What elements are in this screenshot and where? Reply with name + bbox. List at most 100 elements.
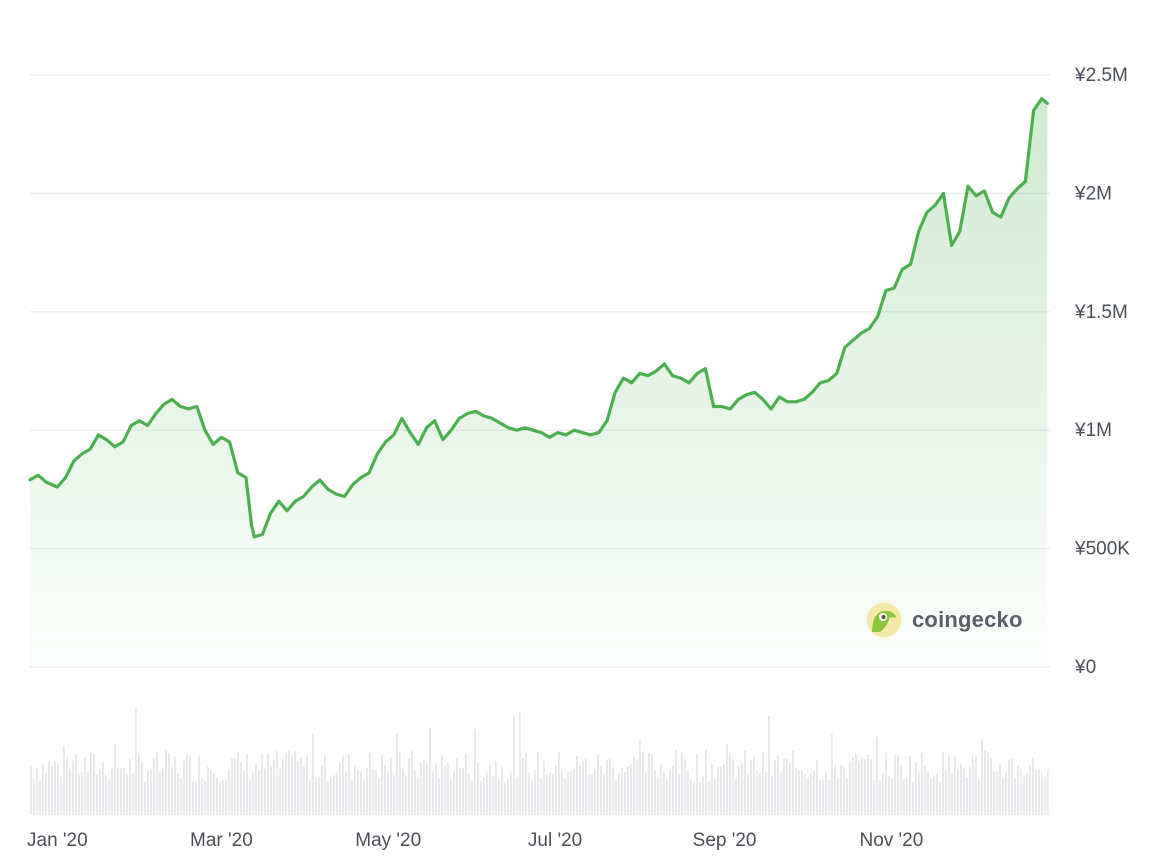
volume-bar <box>213 772 215 815</box>
volume-bar <box>771 775 773 815</box>
volume-bar <box>105 775 107 815</box>
volume-bar <box>864 759 866 815</box>
volume-bar <box>645 772 647 815</box>
volume-bar <box>774 759 776 815</box>
volume-bar <box>45 773 47 815</box>
volume-bar <box>384 765 386 815</box>
volume-bar <box>804 774 806 815</box>
volume-bar <box>951 773 953 815</box>
volume-bar <box>408 758 410 815</box>
volume-bar <box>792 750 794 815</box>
volume-bar <box>318 777 320 815</box>
volume-bar <box>501 766 503 815</box>
volume-bar <box>57 764 59 815</box>
volume-bar <box>663 771 665 815</box>
volume-bar <box>165 750 167 815</box>
volume-bar <box>585 758 587 815</box>
volume-bar <box>339 763 341 815</box>
volume-bar <box>474 728 476 815</box>
volume-bar <box>870 759 872 815</box>
volume-bar <box>615 780 617 815</box>
volume-bar <box>990 757 992 815</box>
volume-bar <box>315 777 317 815</box>
volume-bar <box>294 751 296 815</box>
volume-bar <box>531 780 533 815</box>
volume-bar <box>60 776 62 815</box>
volume-bar <box>669 770 671 815</box>
volume-bar <box>894 755 896 815</box>
volume-bar <box>459 767 461 815</box>
volume-bar <box>639 738 641 815</box>
volume-bar <box>267 753 269 815</box>
volume-bar <box>462 768 464 815</box>
volume-bar <box>426 763 428 815</box>
volume-bar <box>537 751 539 815</box>
volume-bar <box>651 754 653 815</box>
volume-bar <box>141 761 143 815</box>
volume-bar <box>42 763 44 815</box>
volume-bar <box>564 777 566 815</box>
volume-bar <box>849 761 851 815</box>
volume-bar <box>168 754 170 815</box>
volume-bar <box>918 772 920 815</box>
volume-bar <box>432 771 434 815</box>
volume-bar <box>90 752 92 815</box>
volume-bar <box>129 758 131 815</box>
volume-bar <box>456 758 458 815</box>
volume-bar <box>84 757 86 815</box>
volume-bar <box>171 767 173 815</box>
volume-bar <box>249 780 251 815</box>
volume-bar <box>609 758 611 815</box>
volume-bar <box>891 778 893 815</box>
volume-bar <box>720 766 722 815</box>
volume-bar <box>96 774 98 815</box>
volume-bar <box>495 761 497 815</box>
volume-bar <box>198 755 200 815</box>
y-tick-label: ¥2M <box>1074 183 1112 204</box>
volume-bar <box>69 768 71 815</box>
volume-bar <box>729 753 731 815</box>
volume-bar <box>693 782 695 815</box>
volume-bar <box>513 715 515 815</box>
volume-bar <box>777 756 779 815</box>
volume-bar <box>510 772 512 815</box>
volume-bar <box>507 779 509 815</box>
volume-bar <box>312 733 314 815</box>
volume-bar <box>399 751 401 815</box>
volume-bar <box>630 764 632 815</box>
volume-bar <box>714 778 716 815</box>
volume-bar <box>252 772 254 815</box>
volume-bar <box>468 774 470 815</box>
volume-bar <box>117 768 119 815</box>
volume-bar <box>159 770 161 815</box>
volume-bar <box>114 744 116 815</box>
volume-bar <box>570 771 572 815</box>
volume-bar <box>750 760 752 815</box>
volume-bar <box>237 752 239 815</box>
x-tick-label: Sep '20 <box>693 830 757 851</box>
volume-bar <box>711 764 713 815</box>
volume-bar <box>264 768 266 815</box>
volume-bar <box>111 769 113 815</box>
volume-bar <box>657 776 659 815</box>
volume-bar <box>81 771 83 815</box>
volume-bar <box>348 753 350 815</box>
volume-bar <box>483 777 485 815</box>
volume-bar <box>447 762 449 815</box>
volume-bar <box>396 733 398 815</box>
volume-bar <box>603 775 605 815</box>
volume-bar <box>660 763 662 815</box>
volume-bar <box>900 765 902 815</box>
volume-bar <box>612 767 614 815</box>
volume-bar <box>453 770 455 815</box>
volume-bar <box>831 734 833 815</box>
volume-bar <box>222 779 224 815</box>
volume-bar <box>489 765 491 815</box>
volume-bar <box>156 751 158 815</box>
volume-bar <box>684 759 686 815</box>
volume-bar <box>966 777 968 815</box>
volume-bar <box>579 765 581 815</box>
volume-bar <box>546 774 548 815</box>
volume-bar <box>492 775 494 815</box>
volume-bar <box>273 760 275 815</box>
